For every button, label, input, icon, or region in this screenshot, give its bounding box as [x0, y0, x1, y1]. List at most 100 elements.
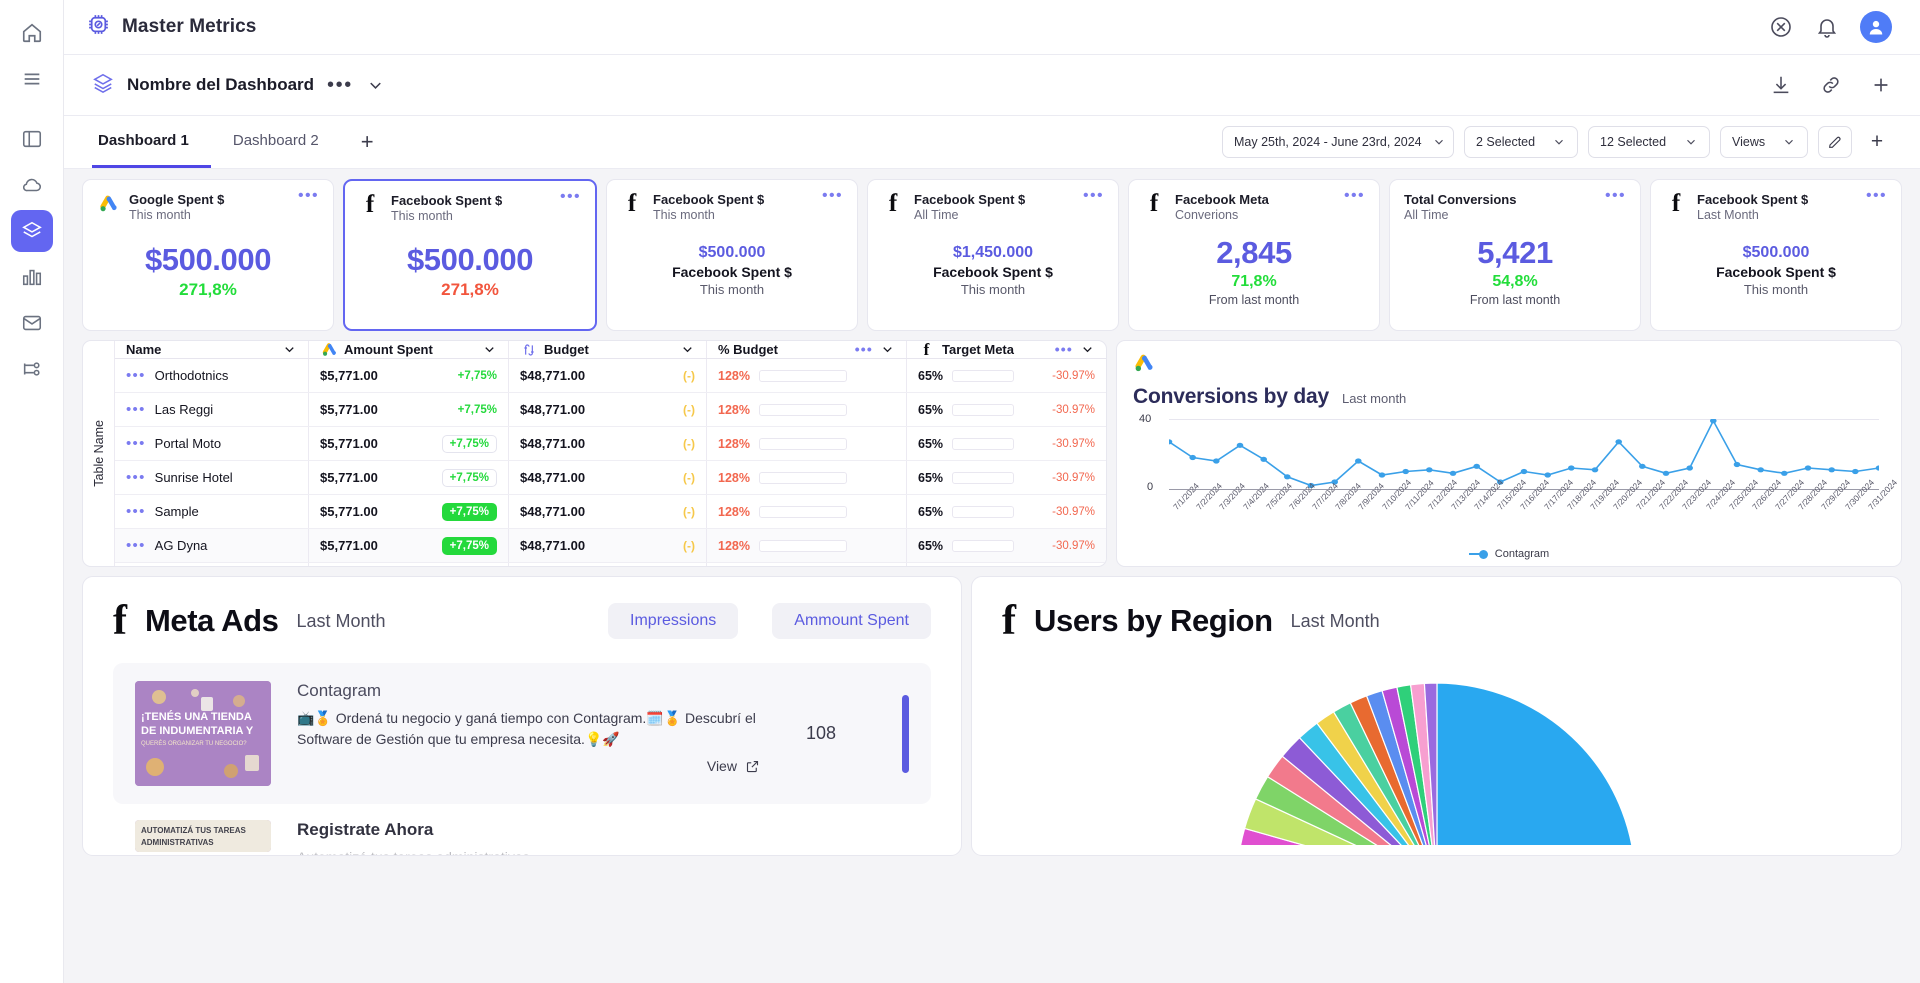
- column-header-target-meta[interactable]: f Target Meta •••: [907, 341, 1106, 358]
- row-more-button[interactable]: •••: [126, 469, 146, 486]
- kpi-card-total-conversions[interactable]: Total Conversions All Time ••• 5,421 54,…: [1389, 179, 1641, 331]
- kpi-card-facebook-spent-selected[interactable]: f Facebook Spent $ This month ••• $500.0…: [343, 179, 597, 331]
- column-header-pct-budget[interactable]: % Budget •••: [707, 341, 907, 358]
- accounts-selector[interactable]: 2 Selected: [1464, 126, 1578, 158]
- kpi-subtitle: All Time: [1404, 208, 1449, 222]
- row-more-button[interactable]: •••: [126, 367, 146, 384]
- facebook-icon: f: [1149, 190, 1159, 217]
- kpi-more-button[interactable]: •••: [297, 187, 319, 204]
- avatar[interactable]: [1860, 11, 1892, 43]
- brand[interactable]: Master Metrics: [86, 12, 256, 42]
- chevron-down-icon[interactable]: [880, 342, 895, 357]
- dashboard-chevron-down-icon[interactable]: [366, 76, 385, 95]
- kpi-subtitle: Last Month: [1697, 208, 1759, 222]
- dashboard-controls: May 25th, 2024 - June 23rd, 2024 2 Selec…: [1222, 116, 1892, 168]
- add-tab-button[interactable]: +: [360, 129, 374, 154]
- kpi-more-button[interactable]: •••: [559, 188, 581, 205]
- table-row[interactable]: ••• Sample $5,771.00 +7,75% $48,771.00 (-) 128…: [115, 495, 1106, 529]
- metrics-selector[interactable]: 12 Selected: [1588, 126, 1710, 158]
- home-icon[interactable]: [11, 12, 53, 54]
- ad-thumbnail-art: [135, 820, 271, 852]
- ad-view-button[interactable]: View: [297, 758, 760, 774]
- chevron-down-icon[interactable]: [482, 342, 497, 357]
- kpi-more-button[interactable]: •••: [1082, 187, 1104, 204]
- target-bar: [952, 403, 1015, 416]
- dashboard-canvas: Google Spent $ This month ••• $500.000 2…: [64, 169, 1920, 983]
- impressions-button[interactable]: Impressions: [608, 603, 739, 639]
- column-header-amount-spent[interactable]: Amount Spent: [309, 341, 509, 358]
- cell-pct-budget: 128%: [707, 529, 907, 562]
- row-more-button[interactable]: •••: [126, 435, 146, 452]
- table-row[interactable]: ••• Portal Moto $5,771.00 +7,75% $48,771.00 (…: [115, 427, 1106, 461]
- column-header-budget[interactable]: Budget: [509, 341, 707, 358]
- row-more-button[interactable]: •••: [126, 401, 146, 418]
- ad-list-scrollbar[interactable]: [902, 694, 909, 773]
- ad-list-item[interactable]: AUTOMATIZÁ TUS TAREAS ADMINISTRATIVAS Re…: [113, 804, 931, 855]
- chevron-down-icon[interactable]: [680, 342, 695, 357]
- views-selector[interactable]: Views: [1720, 126, 1808, 158]
- kpi-card-facebook-spent-alltime[interactable]: f Facebook Spent $ All Time ••• $1,450.0…: [867, 179, 1119, 331]
- connect-icon[interactable]: [11, 348, 53, 390]
- pct-budget-bar: [758, 539, 847, 552]
- pct-budget-value: 128%: [718, 470, 750, 485]
- table-row[interactable]: ••• Orthodotnics $5,771.00 +7,75% $48,771.00…: [115, 359, 1106, 393]
- table-row[interactable]: ••• Las Reggi $5,771.00 +7,75% $48,771.00 (-)…: [115, 393, 1106, 427]
- tab-dashboard-2[interactable]: Dashboard 2: [211, 116, 341, 168]
- row-more-button[interactable]: •••: [126, 503, 146, 520]
- mail-icon[interactable]: [11, 302, 53, 344]
- chevron-down-icon: [1785, 139, 1793, 145]
- layout-icon[interactable]: [11, 118, 53, 160]
- ad-list-item[interactable]: ¡TENÉS UNA TIENDA DE INDUMENTARIA Y QUER…: [113, 663, 931, 804]
- target-delta: -30.97%: [1052, 403, 1095, 416]
- download-icon[interactable]: [1770, 74, 1792, 96]
- table-row[interactable]: ••• AG Dyna $5,771.00 +7,75% $48,771.00 (-) 12…: [115, 529, 1106, 563]
- budget-mark: (-): [683, 368, 695, 383]
- cell-target-meta: 65% -30.97%: [907, 393, 1106, 426]
- chevron-down-icon: [1687, 139, 1695, 145]
- layers-icon[interactable]: [10, 210, 53, 252]
- chart-icon[interactable]: [11, 256, 53, 298]
- cloud-icon[interactable]: [11, 164, 53, 206]
- column-more-button[interactable]: •••: [854, 341, 873, 357]
- external-link-icon: [746, 760, 759, 772]
- facebook-icon: f: [1671, 190, 1681, 217]
- budget-mark: (-): [683, 470, 695, 485]
- add-panel-button[interactable]: +: [1870, 130, 1884, 153]
- amount-delta: +7,75%: [457, 369, 497, 382]
- cell-budget: $48,771.00(-): [509, 359, 707, 392]
- legend-line-marker: [1468, 553, 1485, 555]
- bell-icon[interactable]: [1814, 14, 1840, 40]
- kpi-more-button[interactable]: •••: [1865, 187, 1887, 204]
- kpi-card-facebook-spent-month[interactable]: f Facebook Spent $ This month ••• $500.0…: [606, 179, 858, 331]
- amount-spent-button[interactable]: Ammount Spent: [772, 603, 931, 639]
- kpi-mid-sub: This month: [699, 282, 765, 297]
- date-range-selector[interactable]: May 25th, 2024 - June 23rd, 2024: [1222, 126, 1454, 158]
- kpi-card-facebook-spent-lastmonth[interactable]: f Facebook Spent $ Last Month ••• $500.0…: [1650, 179, 1902, 331]
- column-header-name[interactable]: Name: [115, 341, 309, 358]
- cell-name: ••• Sample: [115, 495, 309, 528]
- chevron-down-icon[interactable]: [1080, 342, 1095, 357]
- kpi-subtitle: All Time: [914, 208, 959, 222]
- edit-icon[interactable]: [1818, 126, 1852, 158]
- kpi-more-button[interactable]: •••: [1343, 187, 1365, 204]
- cell-budget: $48,771.00(-): [509, 563, 707, 566]
- row-name: Sunrise Hotel: [154, 470, 233, 485]
- dashboard-more-button[interactable]: •••: [327, 74, 353, 96]
- add-widget-icon[interactable]: [1870, 74, 1892, 96]
- table-row[interactable]: ••• Sunrise Hotel $5,771.00 +7,75% $48,771.0…: [115, 461, 1106, 495]
- help-icon[interactable]: [1768, 14, 1794, 40]
- link-icon[interactable]: [1820, 74, 1842, 96]
- kpi-card-google-spent[interactable]: Google Spent $ This month ••• $500.000 2…: [82, 179, 334, 331]
- chevron-down-icon[interactable]: [282, 342, 297, 357]
- kpi-card-facebook-meta-conversions[interactable]: f Facebook Meta Converions ••• 2,845 71,…: [1128, 179, 1380, 331]
- facebook-icon: f: [365, 191, 375, 218]
- menu-icon[interactable]: [11, 58, 53, 100]
- kpi-more-button[interactable]: •••: [821, 187, 843, 204]
- tab-dashboard-1[interactable]: Dashboard 1: [92, 116, 211, 168]
- row-more-button[interactable]: •••: [126, 537, 146, 554]
- ad-thumb-line-1: ¡TENÉS UNA TIENDA: [141, 711, 252, 723]
- column-more-button[interactable]: •••: [1054, 341, 1073, 357]
- kpi-more-button[interactable]: •••: [1604, 187, 1626, 204]
- amount-delta: +7,75%: [441, 434, 497, 453]
- table-row[interactable]: •••All Saint Co.$5,771.00+7,75%$48,771.0…: [115, 563, 1106, 566]
